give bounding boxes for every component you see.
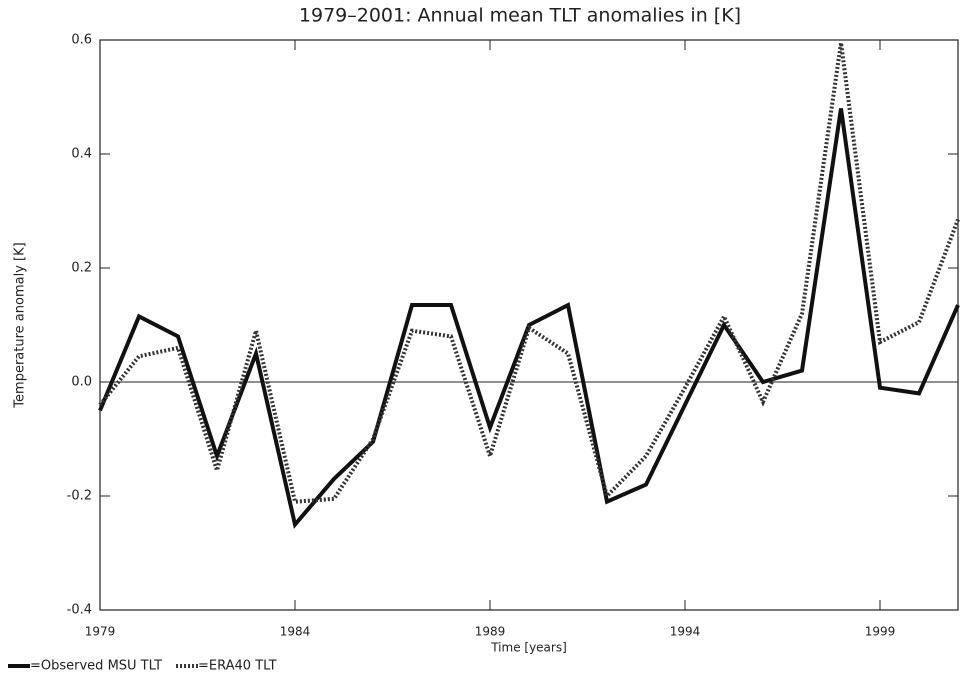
x-axis-label: Time [years] [490,641,567,655]
series-line [98,108,960,529]
series-line [98,42,960,504]
y-tick-label: 0.6 [71,33,92,48]
legend-label: =Observed MSU TLT [30,659,162,674]
plot-frame [99,39,959,611]
x-tick-label: 1984 [280,625,311,639]
x-tick-label: 1989 [475,625,506,639]
x-tick-label: 1994 [670,625,701,639]
x-tick-label: 1979 [85,625,116,639]
y-tick-label: 0.0 [71,375,92,390]
y-axis-label: Temperature anomaly [K] [13,242,28,408]
y-tick-label: -0.4 [67,603,92,618]
y-tick-label: -0.2 [67,489,92,504]
y-tick-label: 0.4 [71,147,92,162]
y-tick-label: 0.2 [71,261,92,276]
chart-title: 1979–2001: Annual mean TLT anomalies in … [299,5,741,27]
legend-label: =ERA40 TLT [198,659,277,674]
x-tick-label: 1999 [865,625,896,639]
